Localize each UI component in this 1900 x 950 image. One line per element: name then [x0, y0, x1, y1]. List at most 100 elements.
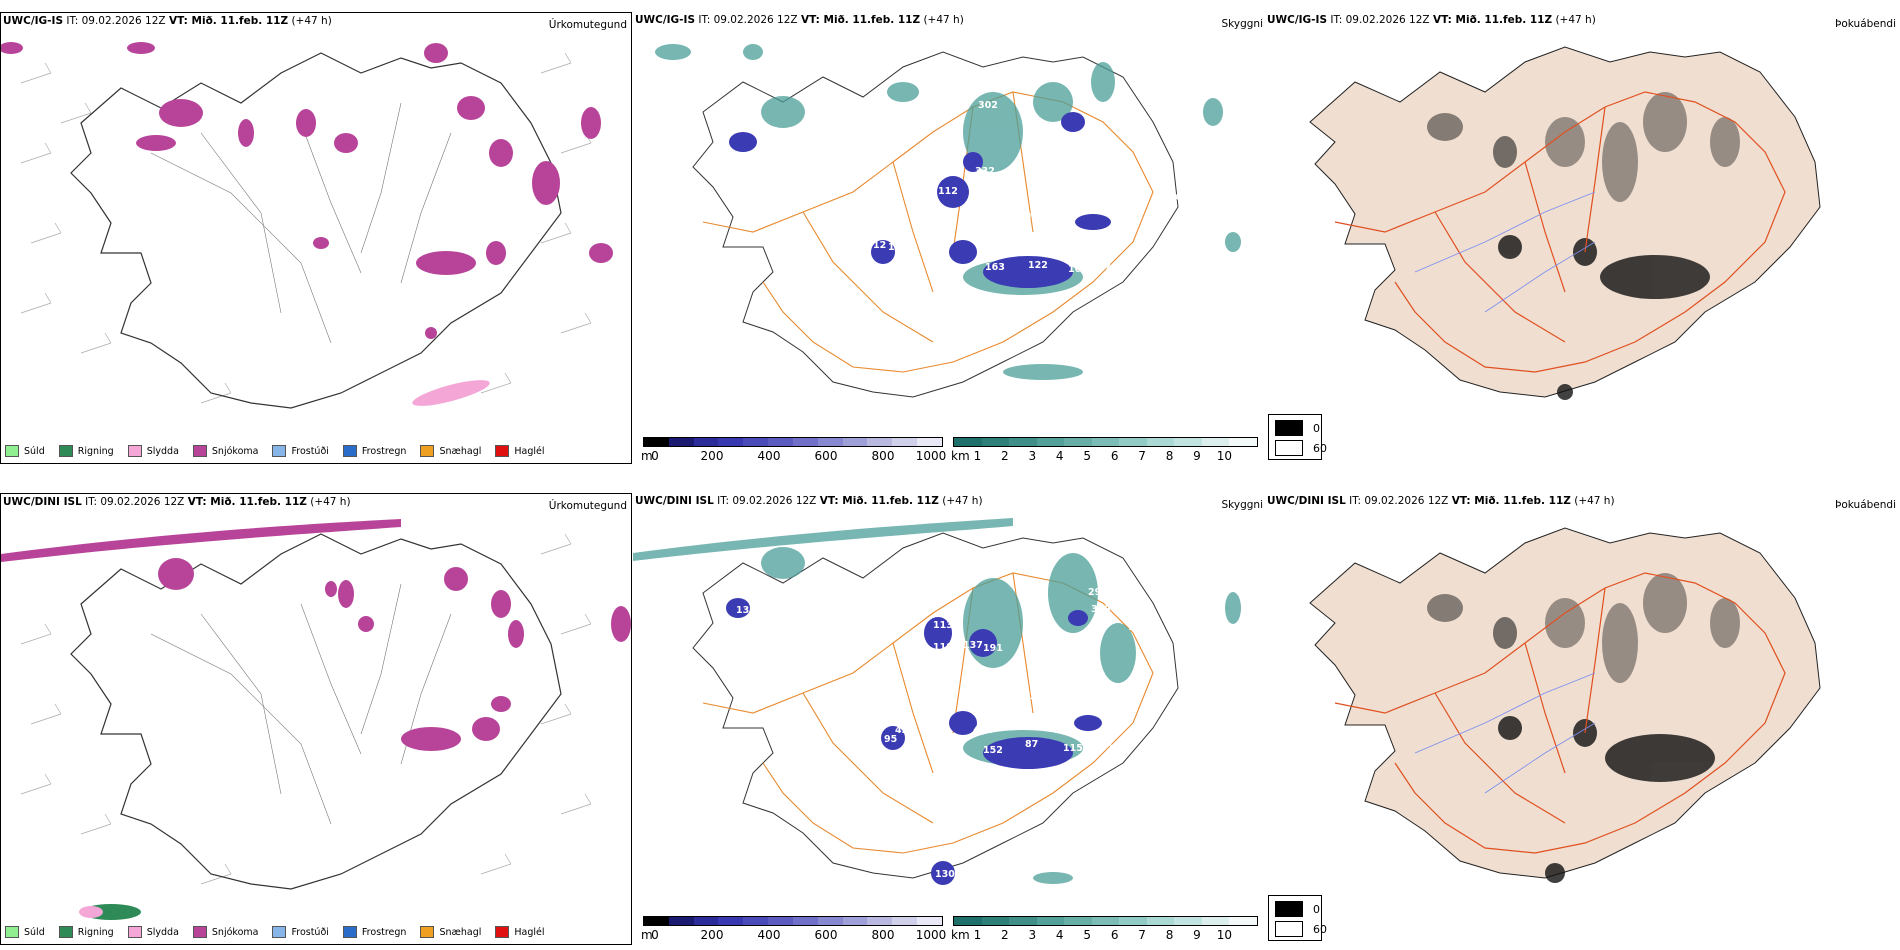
legend-item: Snjókoma — [192, 926, 259, 938]
model-name: UWC/IG-IS — [1267, 14, 1328, 26]
ceiling-value: 13 — [736, 605, 749, 616]
legend-item: Snjókoma — [192, 445, 258, 457]
ceiling-value: 363 — [763, 142, 783, 153]
iceland-map — [1309, 46, 1821, 400]
colorbar-tick: 1000 — [915, 928, 947, 942]
colorbar-tick: 1 — [973, 449, 982, 463]
panel-title: Skyggni — [1221, 18, 1264, 30]
ceiling-value: 148 — [1111, 159, 1131, 170]
ceiling-value: 302 — [978, 100, 998, 111]
ceiling-value: 290 — [1088, 587, 1108, 598]
legend-label: Frostúði — [291, 926, 329, 938]
legend-label: Rigning — [77, 445, 114, 457]
init-time: IT: 09.02.2026 12Z — [717, 495, 817, 507]
colorbar-tick: 5 — [1083, 928, 1092, 942]
legend-label: Haglél — [514, 926, 545, 938]
iceland-landmass — [1309, 46, 1821, 398]
legend-item: Slydda — [127, 926, 179, 938]
colorbar-tick: 4 — [1055, 928, 1064, 942]
fog-legend: 0 60 — [1268, 895, 1327, 941]
ceiling-value: 177 — [1188, 192, 1208, 203]
ceiling-value: 102 — [1093, 743, 1113, 754]
ceiling-value: 474 — [973, 725, 993, 736]
ceiling-value: 165 — [1068, 264, 1088, 275]
iceland-coastline — [70, 52, 562, 409]
ceiling-value: 137 — [963, 640, 983, 651]
legend-label: Snjókoma — [211, 926, 259, 938]
panel-header: UWC/DINI ISL IT: 09.02.2026 12Z VT: Mið.… — [1267, 495, 1615, 507]
valid-time: VT: Mið. 11.feb. 11Z — [1451, 495, 1571, 507]
colorbar-tick: 2 — [1001, 449, 1009, 463]
legend-item: Slydda — [127, 445, 179, 457]
legend-swatch — [192, 926, 207, 938]
colorbar-tick: 600 — [814, 449, 838, 463]
roads — [1334, 91, 1786, 373]
rivers — [150, 102, 452, 344]
ceiling-value: 117 — [888, 242, 908, 253]
roads — [1334, 572, 1786, 854]
legend-item: Frostúði — [272, 445, 329, 457]
colorbar-tick: 3 — [1028, 449, 1037, 463]
colorbar-ticks: 1 2 3 4 5 6 7 8 9 10 — [953, 926, 1258, 942]
iceland-map — [1, 42, 613, 409]
low-visibility-areas — [655, 44, 1241, 380]
ceiling-value: 191 — [983, 643, 1003, 654]
colorbar-tick: 0 — [651, 449, 659, 463]
legend-label: Súld — [24, 926, 45, 938]
fog-legend: 0 60 — [1268, 414, 1327, 460]
colorbar-tick: 2 — [1001, 928, 1009, 942]
legend-swatch — [342, 445, 357, 457]
rain-area — [79, 904, 141, 920]
fog-areas — [1427, 92, 1740, 400]
colorbar-unit: km — [951, 928, 970, 942]
colorbar-tick: 8 — [1165, 928, 1174, 942]
legend-swatch — [192, 445, 207, 457]
colorbar-tick: 4 — [1055, 449, 1064, 463]
legend-swatch — [272, 926, 287, 938]
init-time: IT: 09.02.2026 12Z — [698, 14, 798, 26]
ceiling-value: 97 — [1098, 262, 1111, 273]
precip-type-map-row1: UWC/IG-IS IT: 09.02.2026 12Z VT: Mið. 11… — [0, 12, 632, 464]
panel-title: Þokuábendi — [1835, 18, 1896, 30]
rivers — [1414, 191, 1596, 313]
ceiling-value: 115 — [1063, 743, 1083, 754]
legend-label: 60 — [1313, 441, 1327, 455]
init-time: IT: 09.02.2026 12Z — [85, 496, 185, 508]
legend-label: Snæhagl — [439, 926, 482, 938]
ceiling-value: 113 — [933, 620, 953, 631]
colorbar-tick: 400 — [757, 928, 781, 942]
legend-swatch — [495, 926, 510, 938]
iceland-map — [1309, 527, 1821, 883]
legend-item: Súld — [5, 926, 45, 938]
ceiling-labels: 363 302 332 261 112 399 82 148 107 177 1… — [763, 100, 1208, 340]
lead-time: (+47 h) — [923, 14, 964, 26]
legend-label: Haglél — [514, 445, 545, 457]
colorbar-tick: 6 — [1110, 449, 1119, 463]
init-time: IT: 09.02.2026 12Z — [1349, 495, 1449, 507]
colorbar-gradient — [953, 916, 1258, 926]
legend-item: Frostregn — [342, 445, 407, 457]
ceiling-value: 42 — [895, 725, 908, 736]
colorbar-tick: 200 — [700, 928, 724, 942]
fog-indicator-map-row1: UWC/IG-IS IT: 09.02.2026 12Z VT: Mið. 11… — [1265, 12, 1900, 464]
legend-label: Frostregn — [361, 445, 407, 457]
legend-label: Slydda — [146, 926, 179, 938]
legend-swatch — [127, 926, 142, 938]
fog-legend-row: 60 — [1275, 440, 1327, 456]
ceiling-value: 399 — [1096, 108, 1116, 119]
legend-label: Súld — [24, 445, 45, 457]
ceiling-labels: 13 113 118 137 191 290 379 184 101 95 84… — [736, 587, 1148, 880]
colorbar-tick: 200 — [700, 449, 724, 463]
ceiling-colorbar: 0 200 400 600 800 1000 m — [641, 916, 946, 945]
legend-label: 0 — [1313, 421, 1320, 435]
precip-legend: Súld Rigning Slydda Snjókoma Frostúði Fr… — [5, 926, 545, 938]
fog-indicator-map-row2: UWC/DINI ISL IT: 09.02.2026 12Z VT: Mið.… — [1265, 493, 1900, 945]
ceiling-value: 12 — [1063, 329, 1076, 340]
roads — [702, 572, 1154, 854]
model-name: UWC/DINI ISL — [1267, 495, 1346, 507]
lead-time: (+47 h) — [1574, 495, 1615, 507]
ceiling-value: 261 — [985, 188, 1005, 199]
roads — [702, 91, 1154, 373]
panel-title: Skyggni — [1221, 499, 1264, 511]
ceiling-value: 101 — [1016, 691, 1036, 702]
